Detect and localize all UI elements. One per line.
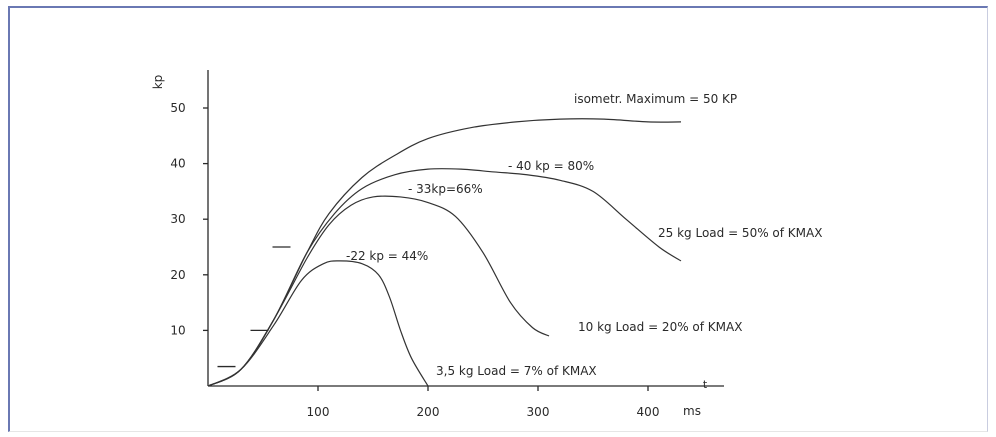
curve-isometric-maximum: [207, 118, 682, 387]
label-3-5kg-load: 3,5 kg Load = 7% of KMAX: [436, 364, 597, 378]
y-tick-label: 40: [170, 157, 185, 171]
peak-label-40kp: - 40 kp = 80%: [508, 159, 594, 173]
label-isometric-maximum: isometr. Maximum = 50 KP: [574, 92, 737, 106]
annotations: isometr. Maximum = 50 KP 25 kg Load = 50%…: [346, 92, 822, 378]
y-tick-label: 50: [170, 101, 185, 115]
x-axis-symbol: t: [703, 378, 708, 391]
y-tick-label: 10: [170, 323, 185, 337]
curve-3-5kg-load: [207, 260, 429, 387]
threshold-marks: [217, 246, 291, 368]
x-tick-label: 300: [527, 405, 550, 419]
x-tick-label: 200: [417, 405, 440, 419]
peak-label-22kp: -22 kp = 44%: [346, 249, 428, 263]
curve-10kg-load: [207, 195, 550, 387]
figure-frame: [8, 6, 988, 432]
label-10kg-load: 10 kg Load = 20% of KMAX: [578, 320, 742, 334]
label-25kg-load: 25 kg Load = 50% of KMAX: [658, 226, 822, 240]
x-tick-label: 100: [307, 405, 330, 419]
y-tick-label: 20: [170, 268, 185, 282]
axes: kp mst: [151, 70, 724, 418]
y-axis-label: kp: [151, 75, 165, 90]
peak-label-33kp: - 33kp=66%: [408, 182, 483, 196]
curve-25kg-load: [207, 168, 682, 387]
y-tick-label: 30: [170, 212, 185, 226]
curves: [207, 118, 682, 387]
ticks: 10 20 30 40 50 100 200 300 400: [170, 101, 659, 419]
x-axis-label: ms: [683, 404, 701, 418]
x-tick-label: 400: [637, 405, 660, 419]
